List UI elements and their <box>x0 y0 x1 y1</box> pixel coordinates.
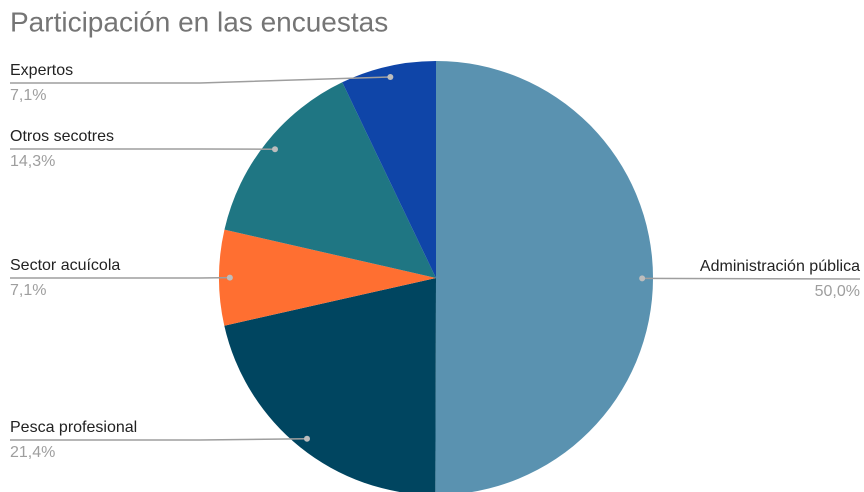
slice-value: 7,1% <box>10 282 46 299</box>
slice-value: 21,4% <box>10 444 55 461</box>
chart-title: Participación en las encuestas <box>10 6 388 37</box>
leader-dot <box>387 73 394 80</box>
pie-slice <box>224 82 436 278</box>
slice-label: Sector acuícola <box>10 257 120 274</box>
slice-value: 14,3% <box>10 153 55 170</box>
leader-line <box>642 277 861 280</box>
slice-label: Otros secotres <box>10 128 114 145</box>
leader-line <box>10 76 391 84</box>
pie-slice <box>342 61 436 278</box>
slice-label: Pesca profesional <box>10 419 137 436</box>
leader-dot <box>271 146 278 153</box>
slice-label: Administración pública <box>700 258 860 275</box>
pie-slice <box>435 61 653 492</box>
slice-value: 7,1% <box>10 87 46 104</box>
slice-value: 50,0% <box>815 283 860 300</box>
leader-dot <box>226 274 233 281</box>
pie-slice <box>218 229 436 326</box>
pie-slice <box>224 278 436 492</box>
leader-dot <box>303 435 310 442</box>
slice-label: Expertos <box>10 62 73 79</box>
leader-line <box>10 438 308 441</box>
leader-dot <box>639 275 646 282</box>
